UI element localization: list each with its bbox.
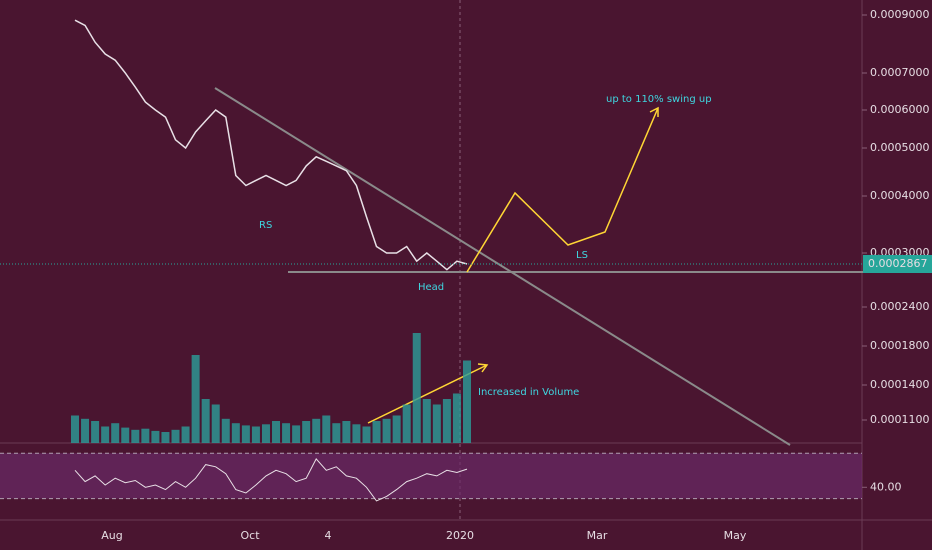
- y-tick-label: 0.0004000: [870, 189, 930, 202]
- volume-bar: [412, 333, 421, 443]
- y-tick-label: 0.0002400: [870, 300, 930, 313]
- y-tick-label: 0.0005000: [870, 141, 930, 154]
- volume-bar: [111, 423, 120, 443]
- last-price-box: [863, 254, 932, 273]
- volume-bar: [372, 421, 381, 443]
- x-tick-label: 4: [325, 529, 332, 542]
- y-tick-label: 0.0009000: [870, 8, 930, 21]
- x-tick-label: May: [724, 529, 747, 542]
- y-tick-label: 0.0001800: [870, 339, 930, 352]
- volume-bar: [302, 421, 311, 443]
- y-tick-label: 0.0007000: [870, 66, 930, 79]
- price-line: [74, 19, 468, 271]
- annotation: RS: [259, 220, 272, 231]
- volume-bar: [191, 355, 200, 443]
- volume-bar: [221, 418, 230, 443]
- rsi-band: [0, 453, 862, 499]
- volume-bar: [342, 421, 351, 443]
- volume-bar: [382, 418, 391, 443]
- annotation: LS: [576, 250, 588, 261]
- volume-bar: [171, 429, 180, 443]
- volume-bar: [101, 426, 110, 443]
- arrow-head: [477, 363, 489, 373]
- volume-bar: [121, 427, 130, 443]
- volume-bar: [201, 399, 210, 443]
- y-tick-label: 0.0001100: [870, 413, 930, 426]
- volume-bar: [362, 426, 371, 443]
- volume-bar: [292, 425, 301, 443]
- volume-bar: [463, 360, 471, 443]
- volume-bar: [91, 421, 100, 443]
- y-tick-label: 0.0001400: [870, 378, 930, 391]
- annotation: up to 110% swing up: [606, 94, 712, 105]
- volume-bar: [161, 432, 170, 443]
- volume-bar: [141, 428, 150, 443]
- volume-bar: [392, 415, 401, 443]
- volume-bar: [131, 429, 140, 443]
- volume-bar: [241, 425, 250, 443]
- volume-bar: [432, 404, 441, 443]
- volume-bar: [422, 399, 431, 443]
- volume-bar: [261, 424, 270, 443]
- volume-bar: [312, 418, 321, 443]
- x-tick-label: Oct: [240, 529, 260, 542]
- volume-bar: [231, 423, 240, 443]
- volume-bar: [181, 426, 190, 443]
- x-tick-label: 2020: [446, 529, 474, 542]
- y-tick-label: 0.0006000: [870, 103, 930, 116]
- volume-bar: [282, 423, 291, 443]
- volume-bar: [442, 399, 451, 443]
- y-tick-label: 40.00: [870, 480, 902, 493]
- volume-bar: [402, 404, 411, 443]
- arrow-head: [649, 106, 659, 117]
- annotation: Increased in Volume: [478, 387, 579, 398]
- volume-bar: [81, 418, 90, 443]
- volume-bar: [272, 421, 281, 443]
- x-tick-label: Aug: [101, 529, 122, 542]
- volume-bar: [322, 415, 331, 443]
- volume-bar: [452, 393, 461, 443]
- projection-arrow: [466, 107, 659, 273]
- annotation: Head: [418, 282, 444, 293]
- volume-bar: [332, 423, 341, 443]
- volume-bar: [251, 426, 260, 443]
- rsi-line: [74, 458, 468, 502]
- volume-bar: [71, 415, 79, 443]
- trend-line: [214, 87, 791, 446]
- x-tick-label: Mar: [587, 529, 608, 542]
- volume-bar: [211, 404, 220, 443]
- last-price-label: 0.0002867: [868, 257, 928, 270]
- volume-bar: [352, 424, 361, 443]
- volume-bar: [151, 430, 160, 443]
